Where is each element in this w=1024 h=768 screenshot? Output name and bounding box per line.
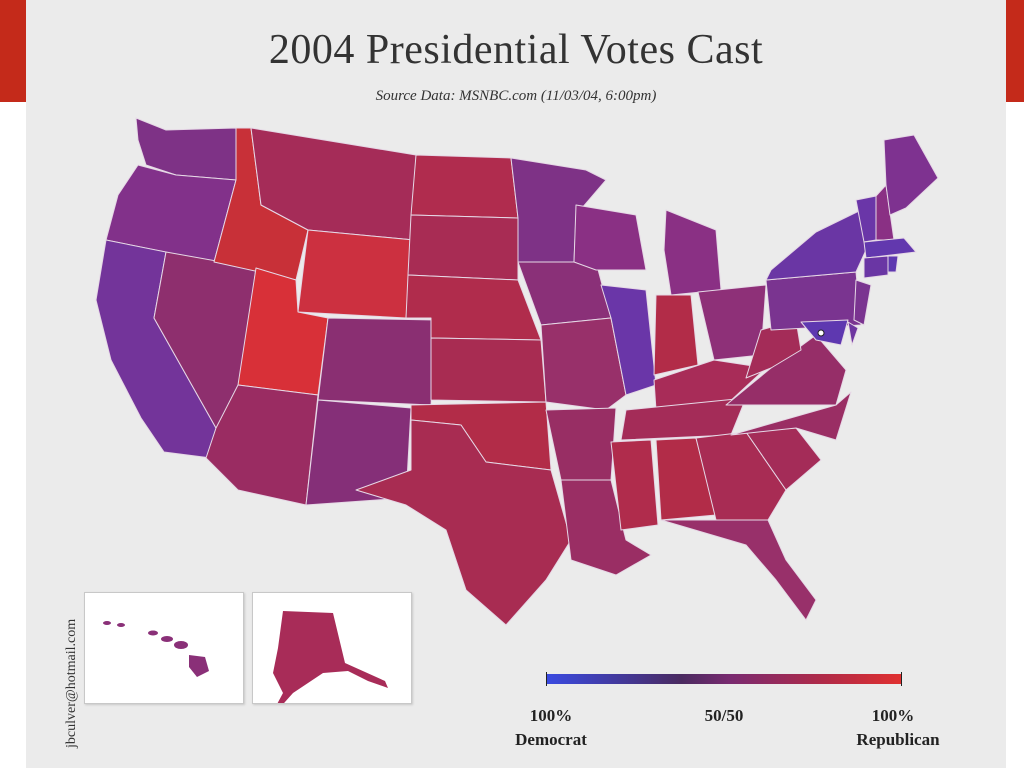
state-arizona <box>205 384 319 506</box>
legend-republican-pct: 100% <box>871 706 915 725</box>
state-kansas <box>430 337 547 403</box>
hawaii-inset <box>84 592 244 704</box>
state-florida <box>660 519 817 621</box>
legend-republican-label: Republican <box>856 730 940 749</box>
state-colorado <box>317 317 437 406</box>
legend-gradient-bar <box>546 672 902 686</box>
state-wisconsin <box>573 204 647 271</box>
map-panel: 2004 Presidential Votes Cast Source Data… <box>26 0 1006 768</box>
state-south-dakota <box>407 214 519 281</box>
state-arkansas <box>545 407 617 481</box>
us-states-map <box>95 117 939 626</box>
state-indiana <box>653 294 699 376</box>
dc-marker <box>817 329 825 337</box>
state-kentucky <box>653 359 767 411</box>
legend-democrat-pct: 100% <box>529 706 573 725</box>
state-maryland <box>800 319 849 346</box>
hawaii-map <box>103 621 209 677</box>
state-mississippi <box>610 439 659 531</box>
state-michigan <box>663 209 722 296</box>
state-rhode-island <box>887 255 899 273</box>
state-delaware <box>847 321 859 346</box>
alaska-inset <box>252 592 412 721</box>
state-maine <box>883 134 939 216</box>
legend-even-label: 50/50 <box>704 706 744 725</box>
page-title: 2004 Presidential Votes Cast <box>268 27 764 73</box>
state-texas <box>355 419 572 626</box>
state-massachusetts <box>863 237 917 259</box>
author-credit: jbculver@hotmail.com <box>64 618 79 748</box>
state-wyoming <box>297 229 415 319</box>
state-north-dakota <box>410 154 519 219</box>
state-illinois <box>600 284 657 396</box>
legend-democrat-label: Democrat <box>515 730 587 749</box>
state-north-carolina <box>730 391 852 441</box>
state-missouri <box>540 317 627 411</box>
state-new-jersey <box>853 279 872 326</box>
alaska-map <box>268 611 388 721</box>
legend-gradient <box>547 674 901 684</box>
source-subtitle: Source Data: MSNBC.com (11/03/04, 6:00pm… <box>375 88 657 104</box>
state-louisiana <box>560 479 652 576</box>
state-new-york <box>765 209 867 281</box>
state-connecticut <box>863 255 889 279</box>
state-virginia <box>725 334 847 406</box>
